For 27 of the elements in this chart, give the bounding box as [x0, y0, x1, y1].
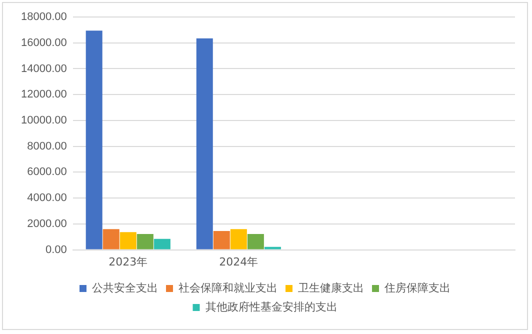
legend-label: 社会保障和就业支出: [178, 281, 278, 294]
y-tick-label: 0.00: [45, 244, 67, 256]
legend-label: 卫生健康支出: [298, 281, 364, 294]
y-tick-label: 18000.00: [20, 11, 67, 24]
bar: [196, 38, 213, 250]
legend-label: 其他政府性基金安排的支出: [205, 300, 338, 314]
y-tick-label: 14000.00: [20, 62, 67, 75]
x-tick-label: 2024年: [219, 255, 258, 268]
bar: [154, 238, 170, 250]
y-tick-label: 16000.00: [20, 36, 67, 49]
y-tick-label: 12000.00: [20, 88, 67, 101]
bar: [120, 232, 136, 250]
bar: [213, 231, 230, 250]
y-tick-label: 8000.00: [27, 140, 67, 152]
y-tick-label: 6000.00: [27, 166, 67, 178]
y-tick-label: 4000.00: [27, 192, 67, 204]
bar: [102, 229, 120, 250]
y-tick-label: 10000.00: [20, 114, 67, 126]
bar: [247, 234, 264, 250]
bar: [264, 246, 281, 250]
legend-label: 公共安全支出: [92, 281, 158, 294]
legend-label: 住房保障支出: [384, 281, 450, 294]
bar: [86, 30, 102, 250]
bar: [136, 234, 154, 250]
bar: [230, 229, 247, 250]
x-tick-label: 2023年: [108, 255, 148, 268]
y-tick-label: 2000.00: [27, 218, 67, 230]
